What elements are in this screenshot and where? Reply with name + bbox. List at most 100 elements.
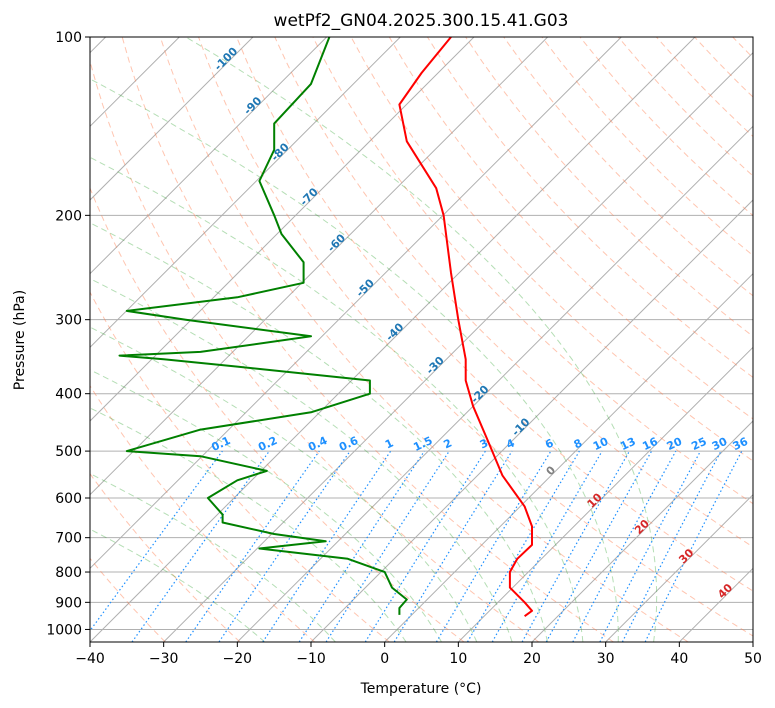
mixing-ratio-line (572, 450, 677, 642)
isotherm-line (163, 51, 753, 642)
mixing-ratio-label: 2 (442, 436, 454, 451)
x-tick-label: −10 (296, 651, 326, 667)
isotherm-label: -100 (212, 44, 241, 73)
isotherm-label: 20 (632, 517, 652, 537)
isotherm-label: -50 (354, 276, 377, 299)
mixing-ratio-line (364, 450, 486, 642)
dry-adiabat-line (90, 472, 241, 642)
x-tick-label: 40 (670, 651, 688, 667)
dry-adiabat-line (350, 37, 753, 462)
dry-adiabat-line (388, 37, 753, 420)
dry-adiabat-line (236, 37, 753, 592)
moist-adiabat-line (90, 407, 407, 642)
mixing-ratio-line (218, 450, 351, 642)
x-tick-label: 50 (744, 651, 762, 667)
profiles (118, 37, 533, 618)
mixing-ratio-line (545, 450, 653, 642)
x-tick-label: 10 (449, 651, 467, 667)
dry-adiabat-line (771, 37, 775, 642)
y-tick-label: 900 (55, 595, 82, 611)
moist-adiabat-line (90, 222, 548, 642)
mixing-ratio-label: 36 (731, 435, 751, 453)
isotherm-line (90, 37, 549, 496)
dry-adiabat-line (198, 37, 753, 637)
x-tick-label: −40 (75, 651, 105, 667)
isotherm-line (90, 37, 696, 642)
mixing-ratio-line (185, 450, 320, 642)
mixing-ratio-label: 10 (591, 435, 611, 453)
y-tick-label: 400 (55, 387, 82, 403)
mixing-ratio-label: 4 (504, 436, 517, 451)
moist-adiabat-line (90, 473, 336, 642)
x-tick-label: 20 (523, 651, 541, 667)
dry-adiabat-line (426, 37, 753, 378)
isotherm-label: -90 (241, 94, 264, 117)
isotherm-line (605, 493, 753, 642)
x-axis-label: Temperature (°C) (360, 681, 482, 697)
line-labels: -100-90-80-70-60-50-40-30-20-10010203040… (209, 44, 750, 601)
moist-adiabat-line (90, 156, 584, 642)
x-tick-label: 30 (597, 651, 615, 667)
mixing-ratio-label: 1 (383, 436, 395, 451)
dry-adiabat-line (90, 186, 465, 642)
isotherm-line (384, 272, 753, 642)
isotherm-line (90, 37, 401, 349)
isotherm-label: 30 (676, 546, 696, 566)
moist-adiabat-line (185, 37, 658, 642)
y-tick-label: 200 (55, 208, 82, 224)
y-tick-label: 500 (55, 444, 82, 460)
y-tick-label: 700 (55, 531, 82, 547)
isotherm-label: 40 (715, 581, 735, 601)
plot-frame (89, 36, 754, 643)
moist-adiabat-line (90, 326, 478, 642)
y-tick-label: 600 (55, 491, 82, 507)
x-tick-label: −30 (149, 651, 179, 667)
isotherm-line (90, 37, 254, 201)
mixing-ratio-line (90, 450, 223, 632)
mixing-ratio-line (644, 450, 743, 642)
isotherm-line (310, 199, 753, 642)
y-tick-label: 300 (55, 313, 82, 329)
isotherm-label: -70 (298, 185, 321, 208)
isotherm-line (457, 346, 753, 642)
mixing-ratio-label: 25 (689, 435, 708, 453)
isotherm-line (531, 420, 753, 642)
mixing-ratio-line (262, 450, 392, 642)
y-tick-label: 1000 (46, 622, 82, 638)
background-grid (90, 37, 775, 642)
dewpoint-profile-line (118, 37, 408, 615)
mixing-ratio-line (131, 450, 270, 642)
dry-adiabat-line (90, 291, 390, 642)
isotherm-line (678, 567, 753, 642)
dry-adiabat-line (90, 384, 316, 642)
mixing-ratio-label: 13 (618, 435, 637, 453)
dry-adiabat-line (694, 37, 753, 98)
mixing-ratio-line (435, 450, 552, 642)
dry-adiabat-line (465, 37, 753, 338)
mixing-ratio-line (599, 450, 702, 642)
isotherm-line (90, 37, 622, 570)
x-tick-label: 0 (380, 651, 389, 667)
dry-adiabat-line (90, 59, 540, 642)
isotherm-line (752, 641, 753, 642)
x-axis: −40 −30 −20 −10 0 10 20 30 40 50 (75, 642, 762, 667)
moist-adiabat-line (90, 278, 513, 642)
y-axis-label: Pressure (hPa) (12, 290, 28, 390)
mixing-ratio-label: 6 (543, 436, 556, 451)
dry-adiabat-line (121, 37, 614, 642)
isotherm-label: 10 (585, 490, 605, 510)
moist-adiabat-line (90, 369, 442, 642)
chart-title: wetPf2_GN04.2025.300.15.41.G03 (274, 11, 569, 31)
isotherm-line (90, 37, 328, 275)
mixing-ratio-line (521, 450, 631, 642)
dry-adiabat-line (159, 37, 689, 642)
isotherm-line (236, 125, 753, 642)
temperature-profile-line (398, 37, 533, 618)
y-tick-label: 100 (55, 30, 82, 46)
mixing-ratio-line (393, 450, 513, 642)
y-axis: 100 200 300 400 500 600 700 800 900 1000 (46, 30, 90, 638)
dry-adiabat-line (312, 37, 753, 505)
mixing-ratio-label: 16 (640, 435, 660, 453)
dry-adiabat-line (732, 37, 753, 59)
